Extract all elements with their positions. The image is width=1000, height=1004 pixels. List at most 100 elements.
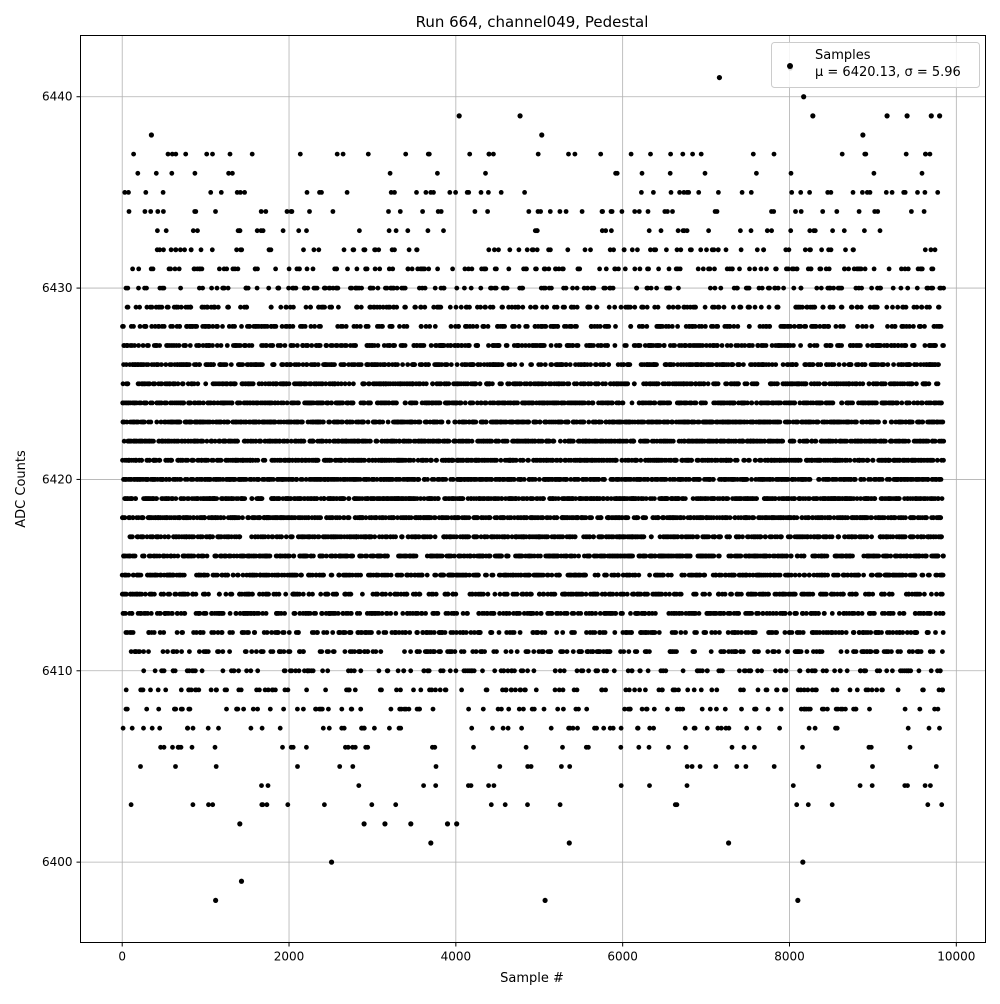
data-point <box>276 286 281 291</box>
data-point <box>433 783 438 788</box>
data-point <box>237 534 242 539</box>
data-point <box>529 362 534 367</box>
data-point <box>126 573 131 578</box>
data-point <box>249 649 254 654</box>
data-point <box>150 305 155 310</box>
data-point <box>497 764 502 769</box>
data-point <box>366 152 371 157</box>
data-point <box>426 267 431 272</box>
data-point <box>342 362 347 367</box>
data-point <box>173 267 178 272</box>
data-point <box>188 707 193 712</box>
data-point <box>326 592 331 597</box>
data-point <box>309 343 314 348</box>
data-point <box>334 592 339 597</box>
data-point <box>129 802 134 807</box>
data-point <box>469 783 474 788</box>
data-point <box>447 439 452 444</box>
data-point <box>464 630 469 635</box>
data-point <box>448 305 453 310</box>
data-point <box>390 267 395 272</box>
data-point <box>238 228 243 233</box>
data-point <box>386 420 391 425</box>
data-point <box>182 573 187 578</box>
data-point <box>459 305 464 310</box>
data-point <box>456 324 461 329</box>
data-point <box>400 611 405 616</box>
data-point <box>484 420 489 425</box>
data-point <box>166 152 171 157</box>
data-point <box>453 592 458 597</box>
data-point <box>441 228 446 233</box>
data-point <box>141 688 146 693</box>
data-point <box>520 286 525 291</box>
data-point <box>323 688 328 693</box>
data-point <box>141 343 146 348</box>
data-point <box>509 649 514 654</box>
data-point <box>304 688 309 693</box>
data-point <box>380 420 385 425</box>
data-point <box>434 458 439 463</box>
data-point <box>181 401 186 406</box>
data-point <box>453 649 458 654</box>
data-point <box>226 305 231 310</box>
data-point <box>362 381 367 386</box>
data-point <box>221 515 226 520</box>
data-point <box>150 401 155 406</box>
data-point <box>131 324 136 329</box>
data-point <box>294 573 299 578</box>
data-point <box>449 362 454 367</box>
data-point <box>252 630 257 635</box>
data-point <box>343 649 348 654</box>
data-point <box>462 286 467 291</box>
data-point <box>425 477 430 482</box>
data-point <box>375 439 380 444</box>
data-point <box>350 554 355 559</box>
data-point <box>121 726 126 731</box>
data-point <box>305 267 310 272</box>
data-point <box>463 401 468 406</box>
data-point <box>358 573 363 578</box>
data-point <box>170 611 175 616</box>
data-point <box>180 630 185 635</box>
data-point <box>484 573 489 578</box>
data-point <box>130 611 135 616</box>
data-point <box>269 247 274 252</box>
data-point <box>389 707 394 712</box>
data-point <box>185 726 190 731</box>
data-point <box>127 209 132 214</box>
data-point <box>193 668 198 673</box>
data-point <box>230 401 235 406</box>
data-point <box>266 286 271 291</box>
data-point <box>466 190 471 195</box>
data-point <box>337 573 342 578</box>
data-point <box>251 381 256 386</box>
data-point <box>226 420 231 425</box>
data-point <box>255 707 260 712</box>
data-point <box>446 592 451 597</box>
data-point <box>209 286 214 291</box>
data-point <box>407 707 412 712</box>
data-point <box>488 515 493 520</box>
data-point <box>376 630 381 635</box>
data-point <box>334 267 339 272</box>
data-point <box>319 649 324 654</box>
data-point <box>141 726 146 731</box>
data-point <box>486 783 491 788</box>
data-point <box>335 152 340 157</box>
data-point <box>526 420 531 425</box>
data-point <box>209 688 214 693</box>
data-point <box>400 534 405 539</box>
data-point <box>305 190 310 195</box>
data-point <box>141 668 146 673</box>
data-point <box>316 362 321 367</box>
data-point <box>336 305 341 310</box>
data-point <box>466 707 471 712</box>
data-point <box>435 267 440 272</box>
data-point <box>394 401 399 406</box>
data-point <box>525 668 530 673</box>
data-point <box>201 401 206 406</box>
data-point <box>488 554 493 559</box>
data-point <box>379 688 384 693</box>
data-point <box>405 592 410 597</box>
